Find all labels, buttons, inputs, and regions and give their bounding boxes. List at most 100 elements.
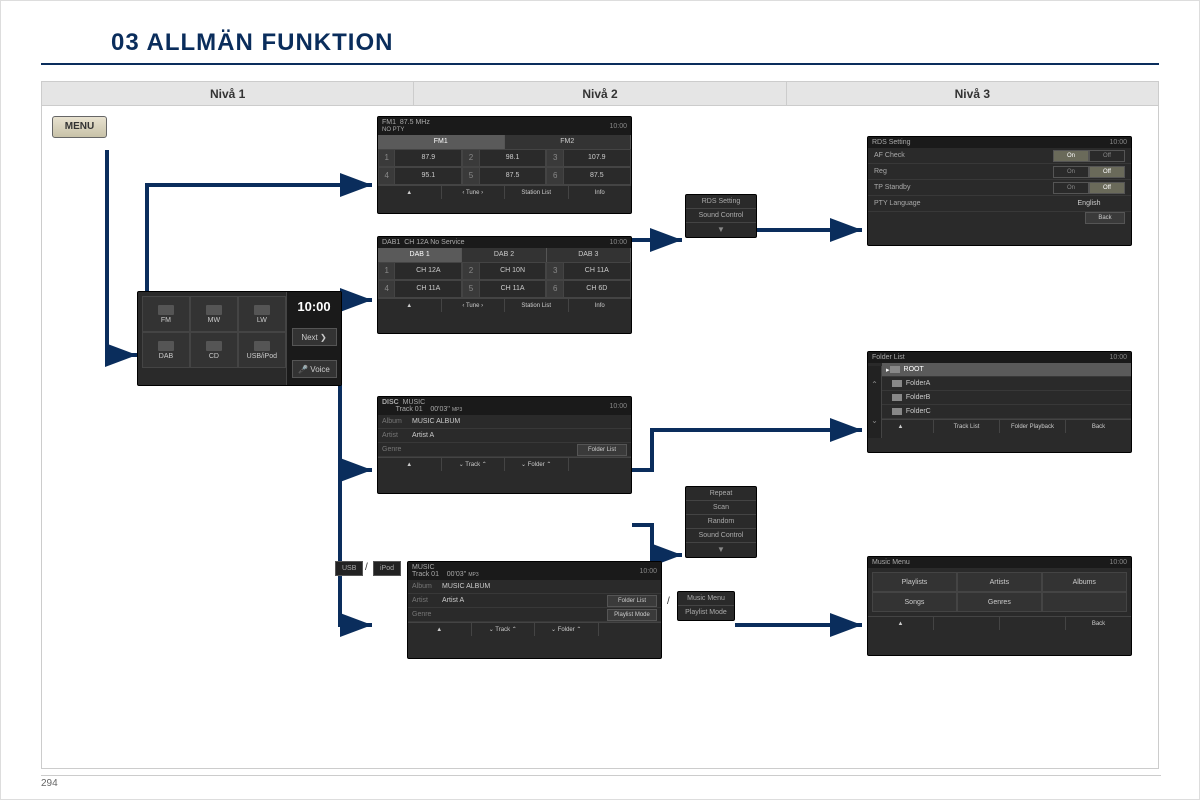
preset-5[interactable]: 587.5 (462, 167, 546, 185)
btn--[interactable]: ▲ (868, 617, 934, 630)
toggle-off[interactable]: Off (1089, 166, 1125, 178)
menu-button[interactable]: MENU (52, 116, 107, 138)
btn-blank[interactable] (569, 458, 632, 471)
rds-setting-panel: RDS Setting10:00 AF CheckOnOffRegOnOffTP… (867, 136, 1132, 246)
preset-6[interactable]: 6CH 6D (546, 280, 630, 298)
music-genres[interactable]: Genres (957, 592, 1042, 612)
down-arrow-icon[interactable]: ▼ (686, 223, 756, 237)
btn-back[interactable]: Back (1066, 617, 1131, 630)
disc-info: AlbumMUSIC ALBUMArtistArtist AGenreFolde… (378, 415, 631, 457)
toggle-on[interactable]: On (1053, 182, 1089, 194)
ipod-label: iPod (373, 561, 401, 576)
btn--tune-[interactable]: ‹ Tune › (442, 186, 506, 199)
toggle-off[interactable]: Off (1089, 150, 1125, 162)
sound-control-item[interactable]: Sound Control (686, 209, 756, 223)
folder-scroll[interactable]: ⌃⌄ (868, 366, 882, 438)
media-mw[interactable]: MW (190, 296, 238, 332)
music-title: Music Menu (872, 559, 910, 566)
btn--tune-[interactable]: ‹ Tune › (442, 299, 506, 312)
media-cd[interactable]: CD (190, 332, 238, 368)
btn--[interactable]: ▲ (378, 299, 442, 312)
preset-2[interactable]: 2CH 10N (462, 262, 546, 280)
back-button[interactable]: Back (1085, 212, 1125, 224)
rds-rows: AF CheckOnOffRegOnOffTP StandbyOnOff (868, 148, 1131, 196)
btn-info[interactable]: Info (569, 299, 632, 312)
btn--track-[interactable]: ⌄ Track ⌃ (442, 458, 506, 471)
btn-blank[interactable] (934, 617, 1000, 630)
fm-time: 10:00 (609, 123, 627, 130)
btn--[interactable]: ▲ (378, 186, 442, 199)
usb-ext-menu: Music Menu Playlist Mode (677, 591, 735, 621)
preset-5[interactable]: 5CH 11A (462, 280, 546, 298)
music-artists[interactable]: Artists (957, 572, 1042, 592)
btn-info[interactable]: Info (569, 186, 632, 199)
tab-dab-3[interactable]: DAB 3 (547, 248, 631, 262)
folder-list-button-2[interactable]: Folder List (607, 595, 657, 607)
btn--folder-[interactable]: ⌄ Folder ⌃ (535, 623, 599, 636)
page-header: 03 ALLMÄN FUNKTION (41, 21, 1159, 71)
next-button[interactable]: Next ❯ (292, 328, 337, 346)
down-arrow-icon-2[interactable]: ▼ (686, 543, 756, 557)
rds-setting-item[interactable]: RDS Setting (686, 195, 756, 209)
folder-list-panel: Folder List10:00 ⌃⌄ ▸ ROOT FolderA Folde… (867, 351, 1132, 453)
dab-panel: DAB1 CH 12A No Service 10:00 DAB 1DAB 2D… (377, 236, 632, 334)
preset-4[interactable]: 4CH 11A (378, 280, 462, 298)
sound-control-item-2[interactable]: Sound Control (686, 529, 756, 543)
media-fm[interactable]: FM (142, 296, 190, 332)
preset-2[interactable]: 298.1 (462, 149, 546, 167)
tab-fm2[interactable]: FM2 (505, 135, 632, 149)
preset-1[interactable]: 187.9 (378, 149, 462, 167)
toggle-on[interactable]: On (1053, 150, 1089, 162)
music-albums[interactable]: Albums (1042, 572, 1127, 592)
music-btnbar: ▲ Back (868, 616, 1131, 630)
pty-language-value[interactable]: English (1053, 200, 1125, 207)
music-menu-link[interactable]: Music Menu (678, 592, 734, 606)
preset-4[interactable]: 495.1 (378, 167, 462, 185)
music-songs[interactable]: Songs (872, 592, 957, 612)
media-lw[interactable]: LW (238, 296, 286, 332)
folder-root[interactable]: ▸ ROOT (882, 363, 1131, 377)
btn-blank[interactable] (599, 623, 662, 636)
btn-station-list[interactable]: Station List (505, 299, 569, 312)
btn-blank[interactable] (1000, 617, 1066, 630)
btn-back[interactable]: Back (1066, 420, 1131, 433)
voice-button[interactable]: 🎤 Voice (292, 360, 337, 378)
folder-folderc[interactable]: FolderC (882, 405, 1131, 419)
media-usb/ipod[interactable]: USB/iPod (238, 332, 286, 368)
btn-folder-playback[interactable]: Folder Playback (1000, 420, 1066, 433)
music-blank (1042, 592, 1127, 612)
random-item[interactable]: Random (686, 515, 756, 529)
btn--track-[interactable]: ⌄ Track ⌃ (472, 623, 536, 636)
toggle-off[interactable]: Off (1089, 182, 1125, 194)
preset-6[interactable]: 687.5 (546, 167, 630, 185)
folder-title: Folder List (872, 354, 905, 361)
repeat-item[interactable]: Repeat (686, 487, 756, 501)
music-playlists[interactable]: Playlists (872, 572, 957, 592)
preset-1[interactable]: 1CH 12A (378, 262, 462, 280)
page-number: 294 (41, 775, 1161, 789)
playlist-mode-button[interactable]: Playlist Mode (607, 609, 657, 621)
folder-list-button[interactable]: Folder List (577, 444, 627, 456)
btn--folder-[interactable]: ⌄ Folder ⌃ (505, 458, 569, 471)
tab-dab-2[interactable]: DAB 2 (462, 248, 546, 262)
media-dab[interactable]: DAB (142, 332, 190, 368)
dab-header: DAB1 CH 12A No Service 10:00 (378, 237, 631, 248)
disc-header: DISC MUSIC Track 01 00'03'' MP3 10:00 (378, 397, 631, 415)
btn--[interactable]: ▲ (408, 623, 472, 636)
btn-track-list[interactable]: Track List (934, 420, 1000, 433)
fm-btnbar: ▲‹ Tune ›Station ListInfo (378, 185, 631, 199)
preset-3[interactable]: 3CH 11A (546, 262, 630, 280)
tab-fm1[interactable]: FM1 (378, 135, 505, 149)
clock-time: 10:00 (297, 299, 330, 314)
preset-3[interactable]: 3107.9 (546, 149, 630, 167)
slash-1: / (365, 562, 368, 573)
toggle-on[interactable]: On (1053, 166, 1089, 178)
folder-foldera[interactable]: FolderA (882, 377, 1131, 391)
btn-station-list[interactable]: Station List (505, 186, 569, 199)
playlist-mode-link[interactable]: Playlist Mode (678, 606, 734, 620)
media-select-panel: FMMWLW DABCDUSB/iPod 10:00 Next ❯ 🎤 Voice (137, 291, 342, 386)
folder-folderb[interactable]: FolderB (882, 391, 1131, 405)
scan-item[interactable]: Scan (686, 501, 756, 515)
tab-dab-1[interactable]: DAB 1 (378, 248, 462, 262)
btn--[interactable]: ▲ (378, 458, 442, 471)
